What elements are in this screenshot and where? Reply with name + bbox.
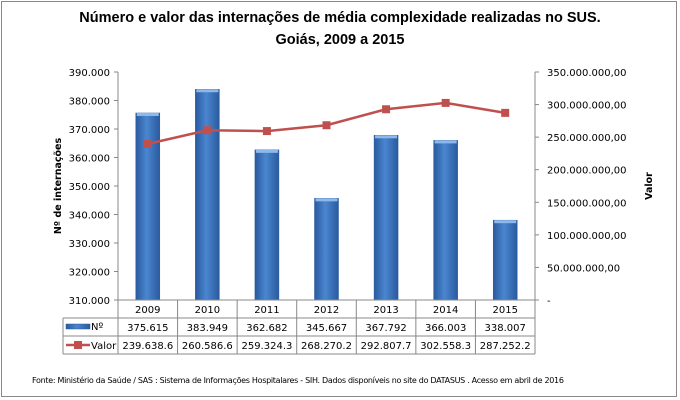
table-cell-valor: 287.252.2 — [480, 341, 531, 352]
table-cell-n: 383.949 — [187, 323, 228, 334]
chart-subtitle: Goiás, 2009 a 2015 — [275, 32, 405, 48]
y-tick-label-left: 340.000 — [69, 211, 110, 222]
y-tick-label-right: 100.000.000,00 — [547, 231, 627, 242]
table-cell-valor: 259.324.3 — [241, 341, 292, 352]
table-cell-valor: 260.586.6 — [182, 341, 233, 352]
bar-2015 — [492, 219, 518, 301]
y-tick-label-left: 320.000 — [69, 268, 110, 279]
y-tick-label-left: 370.000 — [69, 125, 110, 136]
y-axis-left-label: Nº de internações — [53, 138, 64, 235]
table-cell-valor: 292.807.7 — [361, 341, 412, 352]
bar-2013 — [373, 135, 399, 301]
bar-2011 — [254, 149, 280, 301]
marker-valor-2015 — [501, 108, 510, 117]
bar-2012 — [314, 198, 339, 301]
table-cell-valor: 239.638.6 — [122, 341, 173, 352]
bar-top-highlight — [434, 140, 457, 144]
y-tick-label-left: 330.000 — [69, 239, 110, 250]
table-cell-valor: 302.558.3 — [420, 341, 471, 352]
bar-top-highlight — [375, 135, 398, 139]
marker-valor-2012 — [322, 121, 331, 130]
legend-key-bar-icon — [65, 323, 91, 330]
marker-valor-2010 — [203, 126, 212, 135]
y-tick-label-right: 350.000.000,00 — [547, 68, 627, 79]
bar-top-highlight — [255, 149, 278, 153]
bar-top-highlight — [136, 112, 159, 116]
y-tick-label-right: 250.000.000,00 — [547, 133, 627, 144]
y-tick-label-right: 200.000.000,00 — [547, 166, 627, 177]
bar-2014 — [433, 140, 458, 301]
x-tick-label: 2009 — [135, 305, 160, 316]
y-tick-label-right: 50.000.000,00 — [547, 263, 620, 274]
x-tick-label: 2010 — [195, 305, 220, 316]
legend-key-marker-icon — [74, 341, 82, 349]
table-cell-n: 366.003 — [425, 323, 466, 334]
y-tick-label-left: 310.000 — [69, 296, 110, 307]
x-tick-label: 2012 — [314, 305, 339, 316]
x-tick-label: 2014 — [433, 305, 458, 316]
marker-valor-2009 — [143, 139, 152, 148]
y-tick-label-left: 360.000 — [69, 154, 110, 165]
x-tick-label: 2013 — [373, 305, 398, 316]
table-cell-valor: 268.270.2 — [301, 341, 352, 352]
y-tick-label-left: 350.000 — [69, 182, 110, 193]
table-cell-n: 345.667 — [306, 323, 347, 334]
y-tick-label-right: 150.000.000,00 — [547, 198, 627, 209]
table-cell-n: 362.682 — [246, 323, 287, 334]
bar-top-highlight — [196, 89, 219, 93]
x-tick-label: 2011 — [254, 305, 279, 316]
table-cell-n: 375.615 — [127, 323, 168, 334]
y-tick-label-right: 300.000.000,00 — [547, 101, 627, 112]
table-cell-n: 338.007 — [485, 323, 526, 334]
x-tick-label: 2015 — [492, 305, 517, 316]
source-note: Fonte: Ministério da Saúde / SAS : Siste… — [32, 376, 564, 385]
bar-top-highlight — [494, 220, 517, 224]
table-cell-n: 367.792 — [365, 323, 406, 334]
y-tick-label-left: 380.000 — [69, 97, 110, 108]
marker-valor-2014 — [441, 98, 450, 107]
legend-label-n: Nº — [91, 322, 103, 333]
y-tick-label-left: 390.000 — [69, 68, 110, 79]
y-tick-label-right: - — [547, 296, 551, 307]
bar-2010 — [195, 88, 220, 301]
y-axis-right-label: Valor — [644, 172, 655, 200]
marker-valor-2013 — [382, 105, 391, 114]
chart-title: Número e valor das internações de média … — [79, 10, 601, 26]
bar-top-highlight — [315, 198, 338, 202]
legend-label-valor: Valor — [91, 341, 117, 352]
marker-valor-2011 — [262, 127, 271, 136]
